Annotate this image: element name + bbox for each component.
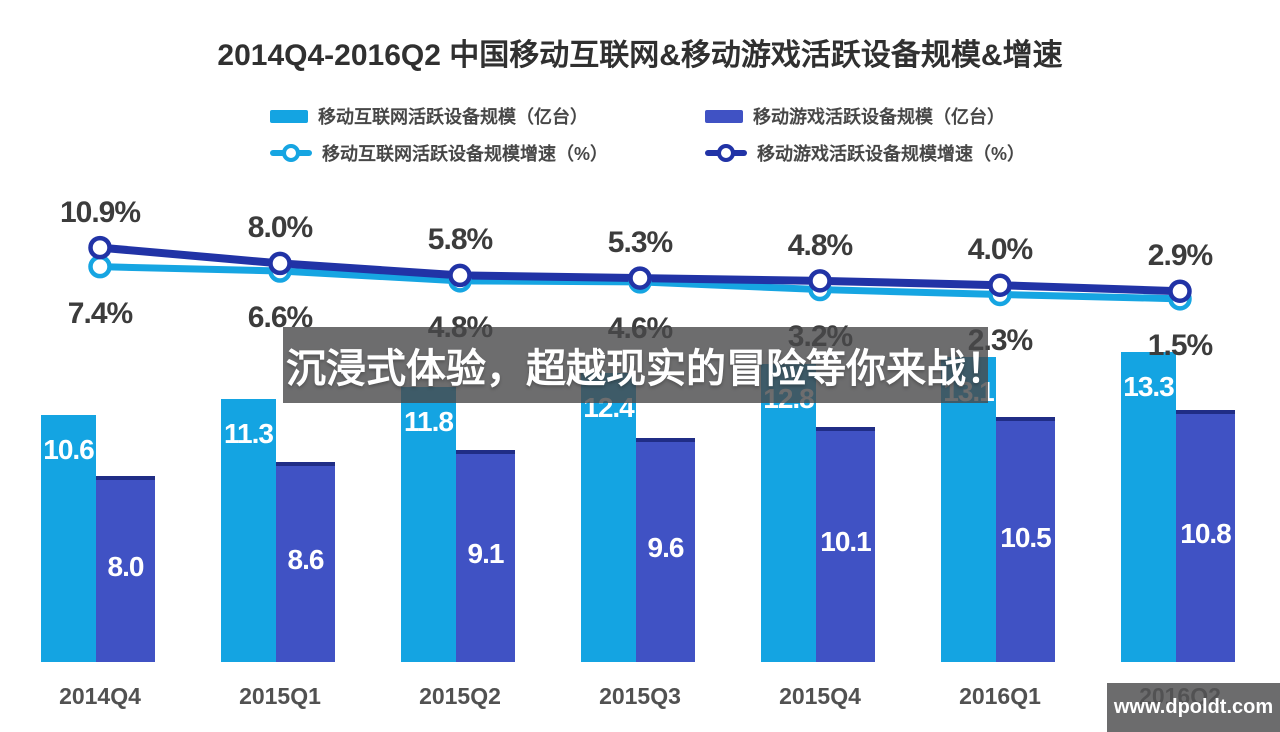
- game-growth-marker-2015Q3: [628, 266, 652, 290]
- watermark-box: www.dpoldt.com: [1107, 683, 1280, 732]
- internet-line-marker-icon: [270, 142, 312, 164]
- legend-label: 移动游戏活跃设备规模增速（%）: [757, 144, 1026, 164]
- bar-game-2015Q3: [636, 438, 695, 662]
- bar-value-internet-2015Q2: 11.8: [404, 406, 454, 437]
- pct-internet-growth-2014Q4: 7.4%: [67, 297, 133, 330]
- page-title: 2014Q4-2016Q2 中国移动互联网&移动游戏活跃设备规模&增速: [217, 39, 1063, 73]
- bar-game-2016Q1: [996, 417, 1055, 662]
- pct-game-growth-2015Q3: 5.3%: [607, 226, 673, 259]
- bar-value-game-2016Q2: 10.8: [1180, 518, 1232, 549]
- internet-growth-marker-2016Q2: [1168, 287, 1192, 311]
- pct-game-growth-2014Q4: 10.9%: [59, 196, 141, 229]
- bar-value-game-2016Q1: 10.5: [1000, 522, 1052, 553]
- bar-value-game-2015Q4: 10.1: [820, 526, 872, 557]
- watermark-text: www.dpoldt.com: [1113, 696, 1274, 718]
- game-growth-marker-2015Q4: [808, 269, 832, 293]
- bar-game-2015Q4: [816, 427, 875, 662]
- bar-value-internet-2015Q1: 11.3: [224, 418, 274, 449]
- bar-internet-2016Q2: [1121, 352, 1176, 662]
- legend-item-game-bar: 移动游戏活跃设备规模（亿台）: [705, 104, 1005, 128]
- internet-growth-marker-2016Q1: [988, 282, 1012, 307]
- pct-game-growth-2016Q2: 2.9%: [1147, 239, 1213, 272]
- x-axis-label-2015Q1: 2015Q1: [239, 683, 321, 709]
- bar-internet-2015Q2: [401, 387, 456, 662]
- bar-value-internet-2016Q2: 13.3: [1123, 371, 1175, 402]
- x-axis-label-2014Q4: 2014Q4: [59, 683, 141, 709]
- pct-game-growth-2016Q1: 4.0%: [967, 233, 1033, 266]
- bar-internet-2015Q3: [581, 373, 636, 662]
- game-growth-marker-2015Q1: [268, 251, 292, 276]
- legend-label: 移动互联网活跃设备规模（亿台）: [318, 107, 588, 127]
- bar-value-game-2015Q3: 9.6: [647, 532, 685, 563]
- pct-game-growth-2015Q1: 8.0%: [247, 211, 313, 244]
- legend-label: 移动互联网活跃设备规模增速（%）: [322, 144, 609, 164]
- bar-value-game-2015Q2: 9.1: [467, 538, 505, 569]
- internet-bar-swatch-icon: [270, 109, 308, 123]
- internet-growth-line: [96, 263, 1184, 303]
- game-bar-swatch-icon: [705, 109, 743, 123]
- x-axis-label-2015Q3: 2015Q3: [599, 683, 681, 709]
- bar-value-internet-2014Q4: 10.6: [43, 434, 95, 465]
- internet-growth-marker-2015Q1: [268, 259, 292, 283]
- promo-banner-text: 沉浸式体验，超越现实的冒险等你来战！: [286, 347, 1006, 391]
- pct-game-growth-2015Q2: 5.8%: [427, 223, 493, 256]
- promo-banner-overlay: 沉浸式体验，超越现实的冒险等你来战！: [283, 327, 1006, 403]
- bar-internet-2015Q4: [761, 364, 816, 662]
- internet-growth-marker-2015Q4: [808, 277, 832, 302]
- bar-game-2015Q1: [276, 462, 335, 662]
- legend-item-internet-bar: 移动互联网活跃设备规模（亿台）: [270, 104, 588, 128]
- bar-game-2016Q2: [1176, 410, 1235, 662]
- x-axis-label-2016Q1: 2016Q1: [959, 683, 1041, 709]
- internet-growth-marker-2015Q3: [628, 270, 652, 294]
- internet-growth-marker-2014Q4: [88, 254, 112, 279]
- legend-item-internet-line: 移动互联网活跃设备规模增速（%）: [270, 141, 608, 165]
- pct-internet-growth-2016Q2: 1.5%: [1147, 329, 1213, 362]
- pct-game-growth-2015Q4: 4.8%: [787, 229, 853, 262]
- bar-game-2015Q2: [456, 450, 515, 662]
- bar-internet-2015Q1: [221, 399, 276, 662]
- bar-internet-2014Q4: [41, 415, 96, 662]
- game-growth-marker-2015Q2: [448, 263, 472, 288]
- bar-value-game-2015Q1: 8.6: [287, 544, 325, 575]
- internet-growth-marker-2015Q2: [448, 269, 472, 293]
- x-axis-label-2015Q4: 2015Q4: [779, 683, 861, 709]
- legend-item-game-line: 移动游戏活跃设备规模增速（%）: [705, 141, 1025, 165]
- game-growth-marker-2014Q4: [88, 235, 112, 260]
- bar-value-game-2014Q4: 8.0: [107, 551, 145, 582]
- bar-game-2014Q4: [96, 476, 155, 662]
- legend-label: 移动游戏活跃设备规模（亿台）: [753, 107, 1005, 127]
- game-growth-marker-2016Q2: [1168, 279, 1192, 303]
- x-axis-label-2015Q2: 2015Q2: [419, 683, 501, 709]
- game-line-marker-icon: [705, 142, 747, 164]
- game-growth-marker-2016Q1: [988, 273, 1012, 297]
- bar-internet-2016Q1: [941, 357, 996, 662]
